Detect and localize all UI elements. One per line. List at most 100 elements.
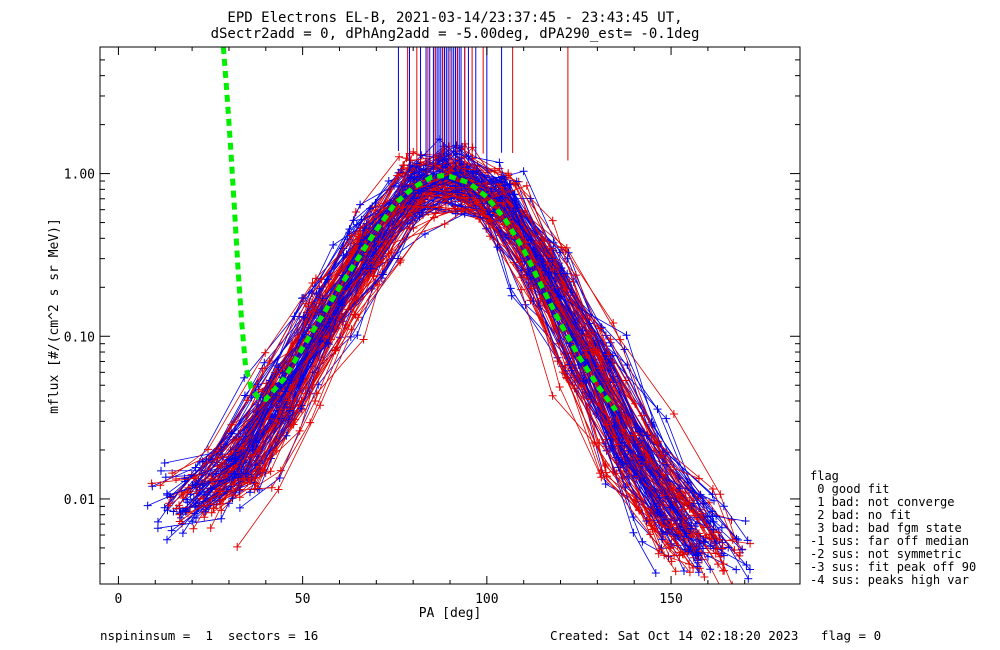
data-point [181, 507, 190, 516]
data-point [610, 421, 619, 430]
data-point [716, 490, 725, 499]
data-point [192, 514, 200, 522]
data-point [676, 548, 685, 557]
data-point [229, 480, 238, 489]
data-point [746, 565, 754, 574]
data-point [671, 567, 680, 576]
data-point [685, 568, 694, 577]
data-point [724, 543, 733, 552]
data-point [200, 513, 209, 522]
data-point [646, 504, 655, 513]
data-point [548, 216, 557, 225]
data-point [482, 179, 491, 187]
data-point [286, 420, 295, 429]
data-point [216, 499, 225, 508]
data-point [609, 319, 618, 327]
data-point [297, 404, 305, 413]
data-point [738, 545, 747, 554]
data-point [536, 294, 545, 303]
data-point [464, 193, 473, 202]
data-point [623, 361, 632, 369]
data-point [393, 171, 402, 180]
data-point [472, 166, 481, 175]
data-point [513, 203, 522, 212]
y-tick-label: 0.01 [64, 493, 95, 508]
data-point [453, 188, 462, 197]
data-point [451, 186, 460, 195]
data-point [492, 203, 501, 212]
data-point [301, 383, 310, 392]
data-point [409, 147, 418, 156]
data-point [417, 197, 426, 206]
x-axis-label: PA [deg] [419, 606, 482, 621]
data-point [260, 358, 269, 367]
data-point [235, 503, 244, 512]
data-point [168, 469, 177, 478]
data-point [622, 331, 631, 340]
data-point [653, 405, 662, 414]
data-point [657, 451, 666, 460]
data-point [217, 506, 226, 515]
data-point [506, 284, 515, 293]
legend-item: -2 sus: not symmetric [810, 547, 962, 561]
data-point [667, 520, 676, 529]
data-point [594, 349, 603, 357]
legend-item: 1 bad: not converge [810, 495, 955, 509]
y-axis-label: mflux [#/(cm^2 s sr MeV)] [47, 218, 62, 414]
data-point [240, 373, 249, 382]
data-point [329, 241, 338, 249]
data-point [362, 262, 371, 271]
data-point [233, 542, 242, 551]
data-point [267, 483, 276, 492]
data-point [396, 256, 405, 265]
data-point [442, 193, 451, 202]
data-point [209, 504, 218, 513]
data-point [275, 474, 284, 482]
data-point [613, 440, 622, 449]
data-point [629, 528, 638, 537]
data-point [359, 335, 368, 344]
data-point [621, 376, 630, 385]
data-point [659, 491, 668, 500]
data-point [180, 474, 189, 483]
data-point [147, 479, 156, 488]
data-point [694, 474, 703, 483]
data-point [452, 168, 461, 177]
data-point [642, 447, 651, 456]
data-point [708, 485, 717, 493]
data-point [590, 439, 599, 447]
data-point [536, 268, 545, 277]
data-point [606, 335, 615, 344]
data-point [735, 551, 744, 560]
data-point [430, 213, 439, 222]
data-point [440, 220, 449, 228]
data-point [379, 270, 387, 279]
x-tick-label: 50 [295, 592, 311, 607]
data-point [643, 458, 652, 467]
data-point [276, 466, 285, 475]
data-point [350, 310, 359, 319]
data-point [160, 459, 169, 467]
data-point [699, 537, 708, 546]
data-point [719, 502, 728, 511]
data-point [375, 237, 384, 246]
data-point [460, 194, 469, 203]
data-point [625, 472, 634, 481]
data-point [153, 524, 162, 533]
data-point [660, 551, 669, 560]
data-point [689, 496, 698, 505]
data-point [366, 264, 375, 273]
data-point [597, 466, 606, 475]
data-point [693, 562, 702, 571]
data-point [669, 410, 678, 418]
legend-item: -3 sus: fit peak off 90 [810, 560, 976, 574]
data-point [487, 187, 496, 196]
data-point [603, 472, 611, 481]
data-point [206, 524, 215, 532]
data-point [655, 493, 664, 502]
data-point [519, 167, 528, 176]
data-point [486, 210, 495, 219]
data-point [398, 203, 407, 212]
data-point [662, 414, 671, 423]
